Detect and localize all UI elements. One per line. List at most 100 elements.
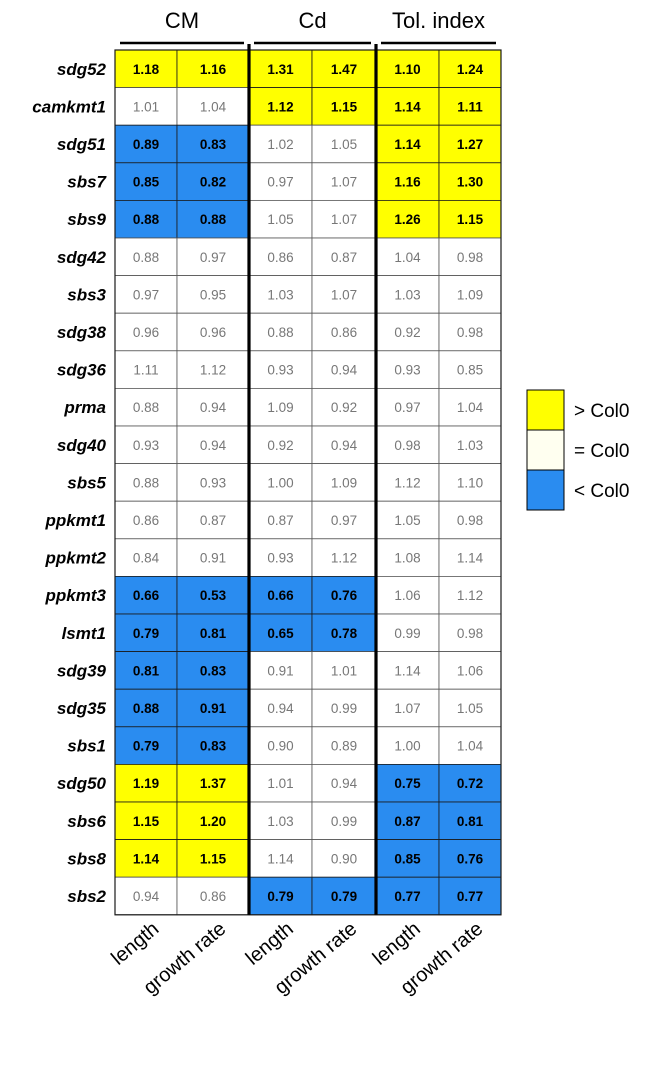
cell-value-label: 0.89 <box>331 739 357 754</box>
legend-swatch-eq <box>526 429 565 471</box>
heatmap-cell <box>438 839 502 878</box>
heatmap-cell <box>438 726 502 765</box>
cell-value-label: 0.97 <box>133 287 159 302</box>
cell-value-label: 1.08 <box>394 551 420 566</box>
cell-value-label: 0.79 <box>133 626 159 641</box>
heatmap-cell <box>375 576 440 615</box>
cell-value-label: 0.87 <box>267 513 293 528</box>
heatmap-cell <box>438 199 502 239</box>
row-label-sdg40: sdg40 <box>57 436 107 455</box>
heatmap-cell <box>248 350 313 389</box>
cell-value-label: 0.77 <box>457 889 483 904</box>
legend-label-up: > Col0 <box>574 401 629 422</box>
heatmap-cell <box>176 124 250 164</box>
cell-value-label: 1.09 <box>267 400 293 415</box>
heatmap-cell <box>311 312 377 352</box>
cell-value-label: 0.91 <box>200 551 226 566</box>
cell-value-label: 0.94 <box>200 400 227 415</box>
column-label: length <box>107 918 163 970</box>
heatmap-cell <box>375 876 440 916</box>
cell-value-label: 1.12 <box>267 99 293 114</box>
heatmap-cell <box>114 576 178 615</box>
heatmap-cell <box>375 651 440 690</box>
heatmap-cell <box>375 275 440 314</box>
cell-value-label: 0.94 <box>133 889 160 904</box>
heatmap-cell <box>176 576 250 615</box>
row-label-ppkmt3: ppkmt3 <box>45 586 107 605</box>
cell-value-label: 0.98 <box>457 325 483 340</box>
group-dividers <box>114 44 502 916</box>
legend-label-eq: = Col0 <box>574 441 629 462</box>
heatmap-cell <box>311 538 377 577</box>
cell-value-label: 0.89 <box>133 137 159 152</box>
heatmap-cell <box>114 237 178 276</box>
cell-value-label: 1.07 <box>331 212 357 227</box>
heatmap-cell <box>311 876 377 916</box>
cell-value-label: 1.30 <box>457 175 483 190</box>
column-label: length <box>242 918 298 970</box>
cell-value-label: 0.76 <box>457 851 484 866</box>
cell-value-label: 1.12 <box>457 588 483 603</box>
cell-value-label: 1.31 <box>267 62 294 77</box>
heatmap-cell <box>114 312 178 352</box>
cell-value-label: 0.87 <box>394 814 420 829</box>
cell-value-label: 1.03 <box>394 287 420 302</box>
cell-value-label: 1.04 <box>457 739 484 754</box>
cell-value-label: 1.47 <box>331 62 357 77</box>
cell-value-label: 0.83 <box>200 663 227 678</box>
heatmap-cell <box>438 350 502 389</box>
heatmap-cell <box>375 199 440 239</box>
cell-value-label: 1.16 <box>394 175 421 190</box>
heatmap-cell <box>176 688 250 728</box>
heatmap-cell <box>176 538 250 577</box>
cell-value-label: 1.37 <box>200 776 226 791</box>
heatmap-cell <box>176 275 250 314</box>
cell-value-label: 1.14 <box>133 851 160 866</box>
cell-value-label: 0.86 <box>331 325 357 340</box>
cell-value-label: 0.84 <box>133 551 160 566</box>
cell-value-label: 0.88 <box>133 475 159 490</box>
cell-value-label: 1.04 <box>394 250 421 265</box>
heatmap-cell <box>438 312 502 352</box>
cell-value-label: 1.11 <box>457 99 483 114</box>
heatmap-cell <box>438 801 502 840</box>
cell-value-label: 1.14 <box>267 851 294 866</box>
cell-value-label: 1.15 <box>457 212 484 227</box>
cell-value-label: 1.14 <box>394 99 421 114</box>
heatmap-cell <box>438 688 502 728</box>
group-headers: CM Cd Tol. index <box>120 8 496 45</box>
legend: > Col0 = Col0 < Col0 <box>526 389 629 511</box>
heatmap-cell <box>176 312 250 352</box>
cell-value-label: 1.14 <box>394 663 421 678</box>
heatmap-cell <box>176 876 250 916</box>
cell-value-label: 0.72 <box>457 776 483 791</box>
heatmap-cell <box>176 613 250 652</box>
heatmap-cell <box>114 199 178 239</box>
heatmap-cell <box>438 500 502 540</box>
cell-value-label: 1.24 <box>457 62 484 77</box>
heatmap-cell <box>176 87 250 126</box>
cell-value-label: 0.88 <box>133 701 160 716</box>
heatmap-cell <box>438 576 502 615</box>
cell-value-label: 0.98 <box>457 513 483 528</box>
cell-value-label: 0.88 <box>133 400 159 415</box>
cell-value-label: 0.81 <box>200 626 227 641</box>
cell-value-label: 0.99 <box>394 626 420 641</box>
heatmap-cell <box>176 199 250 239</box>
row-label-sbs9: sbs9 <box>67 210 106 229</box>
cell-value-label: 0.97 <box>267 175 293 190</box>
heatmap-cell <box>248 162 313 201</box>
cell-value-label: 1.01 <box>133 99 159 114</box>
row-label-lsmt1: lsmt1 <box>62 624 106 643</box>
cell-value-label: 0.87 <box>331 250 357 265</box>
cell-value-label: 1.05 <box>331 137 357 152</box>
cell-value-label: 1.12 <box>200 363 226 378</box>
heatmap-cell <box>311 726 377 765</box>
cell-value-label: 1.07 <box>331 287 357 302</box>
cell-value-label: 0.93 <box>133 438 159 453</box>
heatmap-cell <box>375 237 440 276</box>
cell-value-label: 0.65 <box>267 626 294 641</box>
heatmap-cell <box>375 801 440 840</box>
cell-value-label: 1.04 <box>457 400 484 415</box>
